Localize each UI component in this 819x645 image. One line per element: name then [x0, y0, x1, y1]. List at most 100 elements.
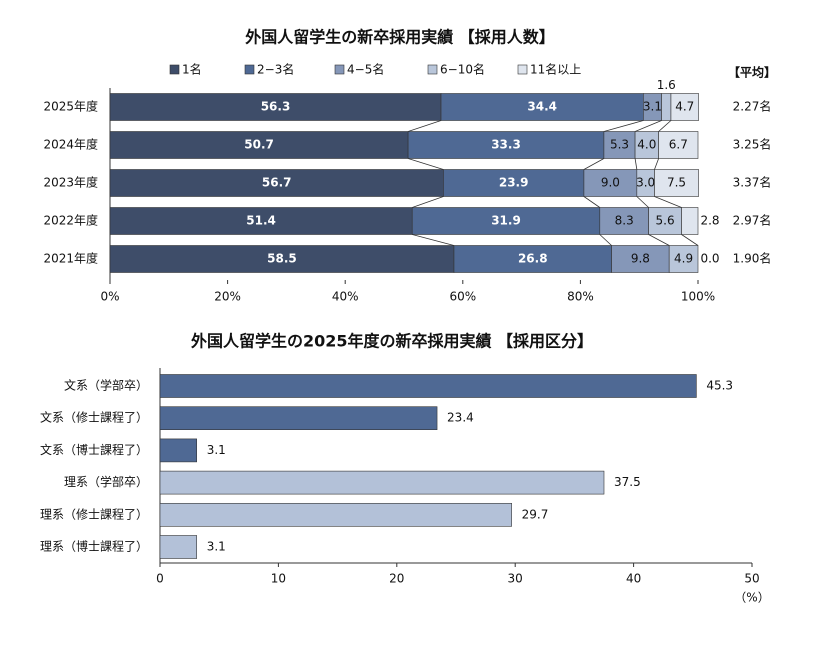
y-tick-label: 2024年度 — [43, 137, 98, 152]
x-tick-label: 0 — [156, 572, 164, 586]
value-label: 31.9 — [491, 214, 521, 228]
average-label: 3.25名 — [733, 137, 772, 152]
value-label: 50.7 — [244, 138, 274, 152]
bar-segment — [440, 93, 644, 121]
bar-segment — [443, 169, 585, 197]
x-tick-label: 50 — [744, 572, 759, 586]
x-tick-label: 40 — [626, 572, 641, 586]
value-label: 9.8 — [631, 252, 650, 266]
legend-label: 6−10名 — [440, 62, 485, 77]
x-tick-label: 0% — [100, 290, 119, 304]
value-label: 7.5 — [667, 176, 686, 190]
value-label: 56.3 — [261, 100, 291, 114]
x-tick-label: 60% — [449, 290, 476, 304]
y-tick-label: 文系（学部卒） — [64, 378, 148, 393]
legend-swatch — [517, 64, 528, 75]
legend-swatch — [244, 64, 255, 75]
x-tick-label: 100% — [681, 290, 715, 304]
x-tick-label: 30 — [508, 572, 523, 586]
value-label: 37.5 — [614, 475, 641, 489]
connector — [634, 120, 662, 132]
connector — [648, 234, 670, 246]
average-label: 1.90名 — [733, 251, 772, 266]
bar-segment — [109, 131, 409, 159]
bar-segment — [654, 169, 699, 197]
bar-segment — [453, 245, 612, 273]
y-tick-label: 理系（学部卒） — [64, 474, 148, 489]
bar-segment — [603, 131, 636, 159]
value-label: 4.9 — [674, 252, 693, 266]
connector — [658, 120, 672, 132]
average-label: 2.27名 — [733, 99, 772, 114]
legend-label: 11名以上 — [530, 62, 581, 77]
bar — [159, 406, 438, 431]
connector — [412, 234, 455, 246]
x-tick-label: 20% — [214, 290, 241, 304]
bar-segment — [648, 207, 682, 235]
connector — [583, 158, 605, 170]
value-label: 34.4 — [527, 100, 557, 114]
legend-swatch — [427, 64, 438, 75]
y-tick-label: 2021年度 — [43, 251, 98, 266]
legend-swatch — [334, 64, 345, 75]
value-label: 0.0 — [700, 252, 719, 266]
y-tick-label: 文系（修士課程了） — [40, 410, 148, 425]
bar-segment — [668, 245, 699, 273]
value-label: 1.6 — [657, 78, 676, 92]
bar-segment — [109, 207, 413, 235]
connector — [636, 196, 649, 208]
bar-segment — [661, 93, 672, 121]
legend-swatch — [169, 64, 180, 75]
x-tick-label: 10 — [271, 572, 286, 586]
value-label: 26.8 — [518, 252, 548, 266]
bar-segment — [670, 93, 699, 121]
bar-segment — [583, 169, 638, 197]
value-label: 2.8 — [700, 214, 719, 228]
value-label: 45.3 — [706, 379, 733, 393]
y-tick-label: 理系（修士課程了） — [40, 506, 148, 521]
value-label: 23.4 — [447, 411, 474, 425]
value-label: 56.7 — [262, 176, 292, 190]
bar — [159, 470, 605, 495]
legend-label: 4−5名 — [347, 62, 384, 77]
chart-title: 外国人留学生の新卒採用実績 【採用人数】 — [244, 28, 555, 47]
bar — [159, 374, 697, 398]
bar — [159, 535, 198, 559]
value-label: 3.0 — [636, 176, 655, 190]
connector — [412, 196, 444, 208]
connector — [407, 158, 444, 170]
average-label: 2.97名 — [733, 213, 772, 228]
average-header: 【平均】 — [728, 65, 776, 80]
y-tick-label: 文系（博士課程了） — [40, 442, 148, 457]
value-label: 4.7 — [675, 100, 694, 114]
bar-segment — [599, 207, 649, 235]
connector — [654, 196, 682, 208]
value-label: 23.9 — [499, 176, 529, 190]
bar-segment — [407, 131, 605, 159]
chart-title: 外国人留学生の2025年度の新卒採用実績 【採用区分】 — [190, 332, 593, 351]
connector — [634, 158, 638, 170]
value-label: 6.7 — [669, 138, 688, 152]
bar-segment — [658, 131, 699, 159]
bar-segment — [681, 207, 699, 235]
connector — [603, 120, 644, 132]
y-tick-label: 2023年度 — [43, 175, 98, 190]
x-tick-label: 20 — [389, 572, 404, 586]
value-label: 5.6 — [656, 214, 675, 228]
y-tick-label: 理系（博士課程了） — [40, 539, 148, 554]
value-label: 3.1 — [207, 443, 226, 457]
legend-label: 1名 — [182, 62, 202, 77]
value-label: 5.3 — [610, 138, 629, 152]
value-label: 8.3 — [615, 214, 634, 228]
x-tick-label: 80% — [567, 290, 594, 304]
y-tick-label: 2022年度 — [43, 213, 98, 228]
bar-segment — [109, 245, 455, 273]
connector — [407, 120, 442, 132]
value-label: 4.0 — [637, 138, 656, 152]
bar — [159, 438, 198, 463]
value-label: 29.7 — [522, 507, 549, 521]
x-tick-label: 40% — [332, 290, 359, 304]
connector — [583, 196, 601, 208]
bar — [159, 502, 512, 527]
